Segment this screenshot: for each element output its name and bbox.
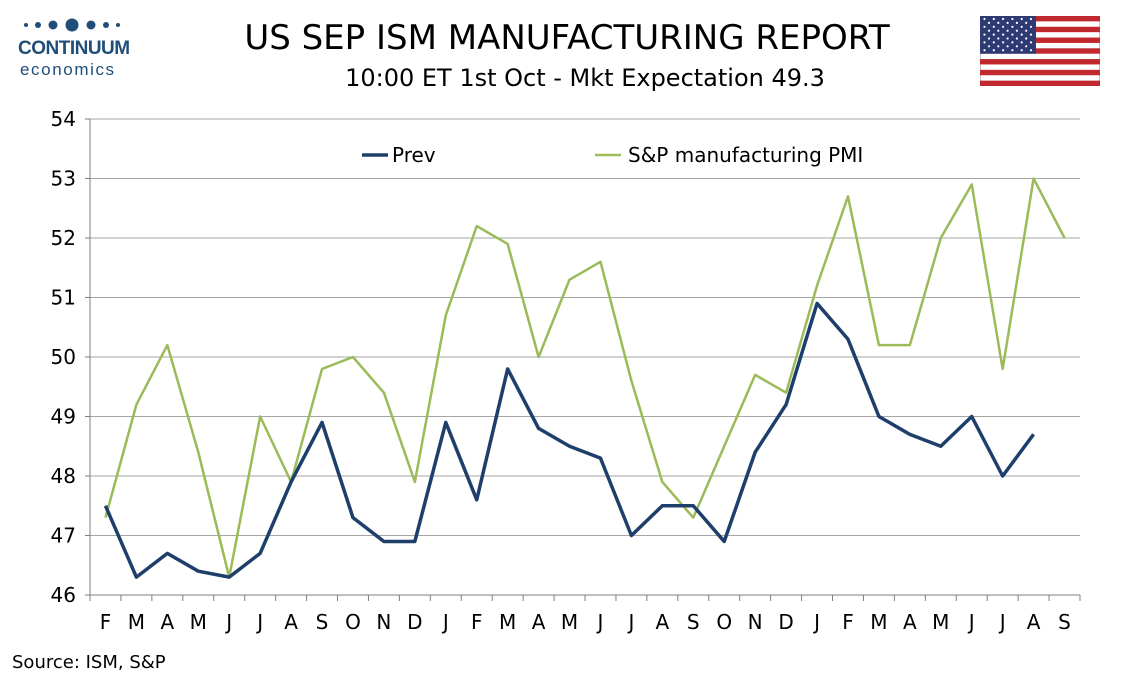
x-tick-label: O [345,610,361,634]
y-tick-label: 54 [51,107,76,131]
y-tick-label: 53 [51,167,76,191]
x-tick-label: A [656,610,670,634]
x-tick-label: A [284,610,298,634]
x-tick-label: J [967,610,975,634]
y-tick-label: 47 [51,524,76,548]
x-tick-label: J [255,610,263,634]
x-tick-label: S [1058,610,1071,634]
continuum-logo: CONTINUUM economics [8,12,138,82]
y-tick-label: 50 [51,345,76,369]
x-tick-label: O [716,610,732,634]
y-tick-label: 51 [51,286,76,310]
x-tick-label: N [748,610,763,634]
y-tick-label: 52 [51,226,76,250]
x-tick-label: J [812,610,820,634]
x-tick-label: S [687,610,700,634]
series-line-pmi [104,177,1066,579]
y-tick-label: 46 [51,583,76,607]
x-tick-label: A [532,610,546,634]
x-tick-label: D [778,610,793,634]
x-tick-label: M [128,610,145,634]
us-flag-icon [980,16,1100,86]
x-tick-label: A [161,610,175,634]
x-tick-label: A [903,610,917,634]
legend-label: Prev [392,143,436,167]
logo-sub: economics [20,60,116,79]
x-tick-label: M [870,610,887,634]
x-tick-label: J [441,610,449,634]
x-tick-label: F [100,610,112,634]
x-tick-label: J [998,610,1006,634]
source-note: Source: ISM, S&P [12,652,166,673]
x-tick-label: F [842,610,854,634]
y-tick-label: 48 [51,464,76,488]
x-tick-label: J [224,610,232,634]
x-tick-label: M [932,610,949,634]
series-layer [103,177,1066,579]
logo-name: CONTINUUM [18,38,130,59]
legend: Prev S&P manufacturing PMI [362,143,863,167]
x-tick-label: M [190,610,207,634]
x-tick-label: J [596,610,604,634]
x-tick-label: J [626,610,634,634]
x-tick-label: N [376,610,391,634]
legend-label: S&P manufacturing PMI [628,143,863,167]
x-tick-label: D [407,610,422,634]
x-tick-label: M [561,610,578,634]
chart-title: US SEP ISM MANUFACTURING REPORT [244,18,890,58]
chart-subtitle: 10:00 ET 1st Oct - Mkt Expectation 49.3 [345,64,825,92]
x-tick-label: F [471,610,483,634]
grid-layer [90,118,1080,536]
y-tick-label: 49 [51,405,76,429]
x-tick-label: A [1027,610,1041,634]
x-tick-label: S [316,610,329,634]
x-tick-label: M [499,610,516,634]
logo-dots-icon [24,18,120,32]
series-line-prev [103,301,1035,579]
